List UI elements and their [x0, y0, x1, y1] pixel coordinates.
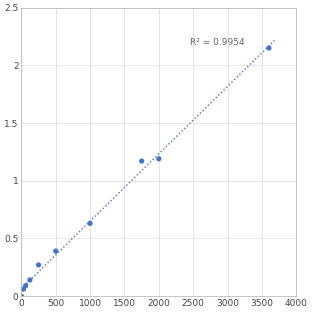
Point — [266, 46, 271, 51]
Point — [27, 277, 32, 282]
Point — [21, 287, 26, 292]
Point — [19, 294, 24, 299]
Point — [88, 221, 93, 226]
Point — [23, 283, 28, 288]
Point — [36, 262, 41, 267]
Point — [139, 158, 144, 163]
Point — [156, 156, 161, 161]
Text: R² = 0.9954: R² = 0.9954 — [190, 38, 244, 47]
Point — [53, 249, 58, 254]
